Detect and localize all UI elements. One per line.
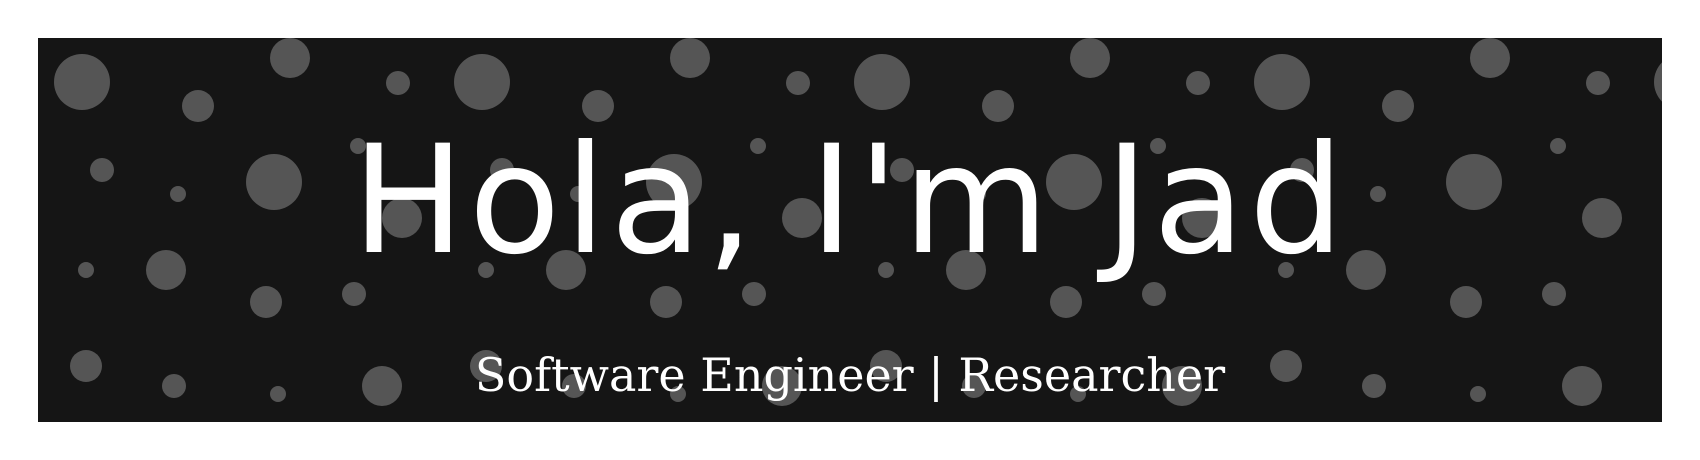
dot [454,54,510,110]
dot [1450,286,1482,318]
dot [1542,282,1566,306]
dot [90,158,114,182]
dot [342,282,366,306]
dot [546,250,586,290]
dot [1562,366,1602,406]
dot [1070,38,1110,78]
dot [362,366,402,406]
dot [1046,154,1102,210]
dot [782,198,822,238]
dot [1446,154,1502,210]
dot [78,262,94,278]
dot [1182,198,1222,238]
dot [878,262,894,278]
dot [162,374,186,398]
dot [786,71,810,95]
dot [350,138,366,154]
dot [890,158,914,182]
dot [1070,386,1086,402]
dot [982,90,1014,122]
dot [1278,262,1294,278]
dot [1582,198,1622,238]
dot [382,198,422,238]
dot [750,138,766,154]
dot [1470,38,1510,78]
dot [1654,62,1662,102]
dot [246,154,302,210]
dot [1346,250,1386,290]
dot [1370,186,1386,202]
dot [742,282,766,306]
hero-subtitle: Software Engineer | Researcher [474,348,1226,402]
dot [1150,138,1166,154]
dot [946,250,986,290]
dot [1186,71,1210,95]
dot [962,374,986,398]
dot [182,90,214,122]
dot [582,90,614,122]
dot [146,250,186,290]
dot [478,262,494,278]
dot [870,350,902,382]
dot [270,386,286,402]
dot [490,158,514,182]
dot [54,54,110,110]
hero-banner: Hola, I'm Jad Software Engineer | Resear… [38,38,1662,422]
dot [270,38,310,78]
dot [386,71,410,95]
dot [1290,158,1314,182]
dot [1254,54,1310,110]
dot [854,54,910,110]
dot [1050,286,1082,318]
dot [670,386,686,402]
dot [1162,366,1202,406]
hero-headline: Hola, I'm Jad [351,114,1349,288]
dot [762,366,802,406]
dot [970,186,986,202]
dot [1142,282,1166,306]
dot [1270,350,1302,382]
dot [1550,138,1566,154]
dot [670,38,710,78]
dot [570,186,586,202]
dot [170,186,186,202]
dot [1586,71,1610,95]
dot [470,350,502,382]
dot [70,350,102,382]
dot [1470,386,1486,402]
dot [562,374,586,398]
dot [646,154,702,210]
dot [650,286,682,318]
dot [250,286,282,318]
polka-dot-pattern [54,38,1662,406]
dot [1382,90,1414,122]
dot [1362,374,1386,398]
